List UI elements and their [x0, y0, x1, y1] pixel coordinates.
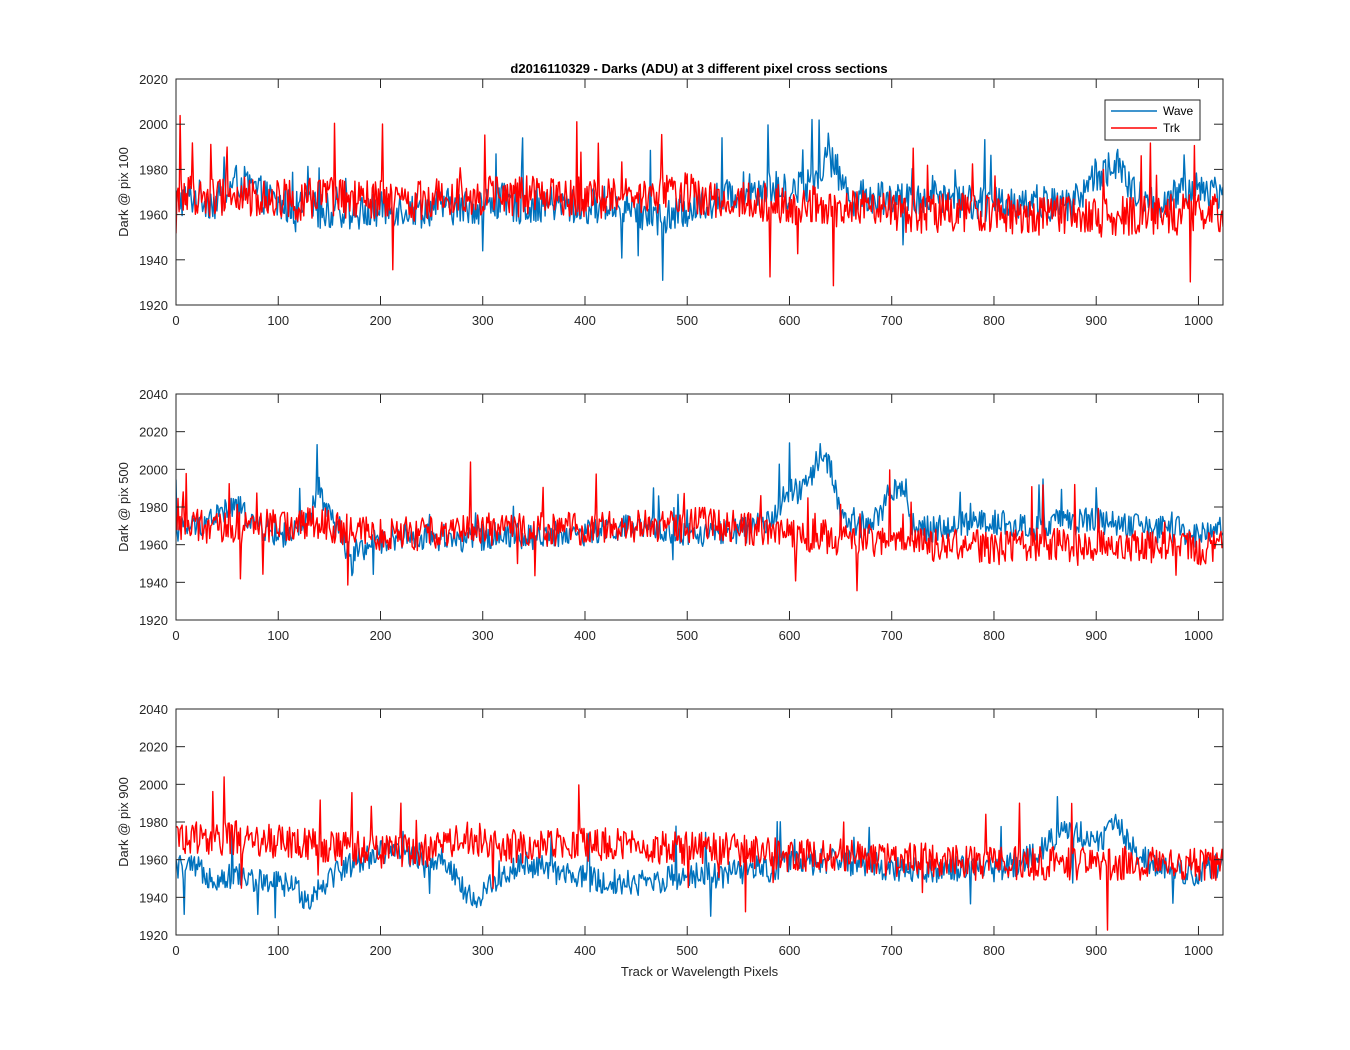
x-tick-label: 800 — [983, 943, 1005, 958]
y-tick-label: 2000 — [139, 462, 168, 477]
x-tick-label: 700 — [881, 313, 903, 328]
y-tick-label: 2040 — [139, 702, 168, 717]
x-tick-label: 600 — [779, 313, 801, 328]
legend-box — [1104, 99, 1201, 141]
chart-title: d2016110329 - Darks (ADU) at 3 different… — [510, 61, 887, 76]
x-tick-label: 0 — [172, 628, 179, 643]
y-tick-label: 1980 — [139, 815, 168, 830]
axes-box — [175, 78, 1224, 306]
x-tick-label: 400 — [574, 943, 596, 958]
y-tick-label: 2040 — [139, 387, 168, 402]
legend-label-wave: Wave — [1163, 104, 1194, 118]
plot-area — [176, 709, 1223, 935]
x-tick-label: 100 — [267, 943, 289, 958]
series-line-wave — [176, 442, 1223, 577]
x-tick-label: 600 — [779, 943, 801, 958]
x-tick-label: 700 — [881, 943, 903, 958]
x-tick-label: 300 — [472, 313, 494, 328]
x-axis-label: Track or Wavelength Pixels — [621, 964, 779, 979]
x-tick-label: 200 — [370, 943, 392, 958]
y-tick-label: 2020 — [139, 425, 168, 440]
y-tick-label: 2000 — [139, 777, 168, 792]
x-tick-label: 300 — [472, 628, 494, 643]
x-tick-label: 200 — [370, 313, 392, 328]
y-tick-label: 1940 — [139, 253, 168, 268]
x-tick-label: 500 — [676, 943, 698, 958]
x-tick-label: 200 — [370, 628, 392, 643]
subplot-3: 0 100 200 300 400 500 600 700 800 900 1000 1920 1940… — [116, 702, 1224, 979]
y-tick-label: 1980 — [139, 500, 168, 515]
x-tick-label: 1000 — [1184, 628, 1213, 643]
y-tick-label: 1920 — [139, 928, 168, 943]
y-tick-label: 1960 — [139, 538, 168, 553]
x-tick-label: 1000 — [1184, 313, 1213, 328]
x-tick-label: 100 — [267, 313, 289, 328]
y-tick-label: 2020 — [139, 740, 168, 755]
y-tick-label: 1940 — [139, 890, 168, 905]
y-tick-label: 1940 — [139, 575, 168, 590]
y-tick-label: 1920 — [139, 298, 168, 313]
y-tick-label: 1960 — [139, 208, 168, 223]
x-tick-label: 500 — [676, 313, 698, 328]
x-tick-label: 400 — [574, 628, 596, 643]
x-tick-label: 900 — [1085, 313, 1107, 328]
x-tick-label: 500 — [676, 628, 698, 643]
series-line-trk — [176, 776, 1223, 931]
x-tick-label: 600 — [779, 628, 801, 643]
x-tick-label: 800 — [983, 628, 1005, 643]
y-axis-label: Dark @ pix 500 — [116, 462, 131, 552]
legend: Wave Trk — [1104, 99, 1201, 141]
x-tick-label: 1000 — [1184, 943, 1213, 958]
x-tick-label: 700 — [881, 628, 903, 643]
legend-label-trk: Trk — [1163, 121, 1181, 135]
x-tick-label: 400 — [574, 313, 596, 328]
subplot-1: 0 100 200 300 400 500 600 700 800 900 1000 1920 1940… — [116, 72, 1224, 328]
x-tick-label: 900 — [1085, 943, 1107, 958]
series-line-trk — [176, 114, 1223, 287]
series-line-wave — [176, 118, 1223, 281]
series-line-wave — [176, 796, 1223, 919]
x-tick-label: 0 — [172, 943, 179, 958]
x-tick-label: 100 — [267, 628, 289, 643]
y-tick-label: 2000 — [139, 117, 168, 132]
subplot-2: 0 100 200 300 400 500 600 700 800 900 1000 1920 1940… — [116, 387, 1224, 643]
series-line-trk — [176, 461, 1223, 592]
y-tick-label: 1960 — [139, 853, 168, 868]
x-tick-label: 800 — [983, 313, 1005, 328]
x-tick-label: 300 — [472, 943, 494, 958]
y-axis-label: Dark @ pix 100 — [116, 147, 131, 237]
x-tick-label: 0 — [172, 313, 179, 328]
y-tick-label: 1980 — [139, 162, 168, 177]
y-tick-label: 2020 — [139, 72, 168, 87]
x-tick-label: 900 — [1085, 628, 1107, 643]
y-tick-label: 1920 — [139, 613, 168, 628]
y-axis-label: Dark @ pix 900 — [116, 777, 131, 867]
